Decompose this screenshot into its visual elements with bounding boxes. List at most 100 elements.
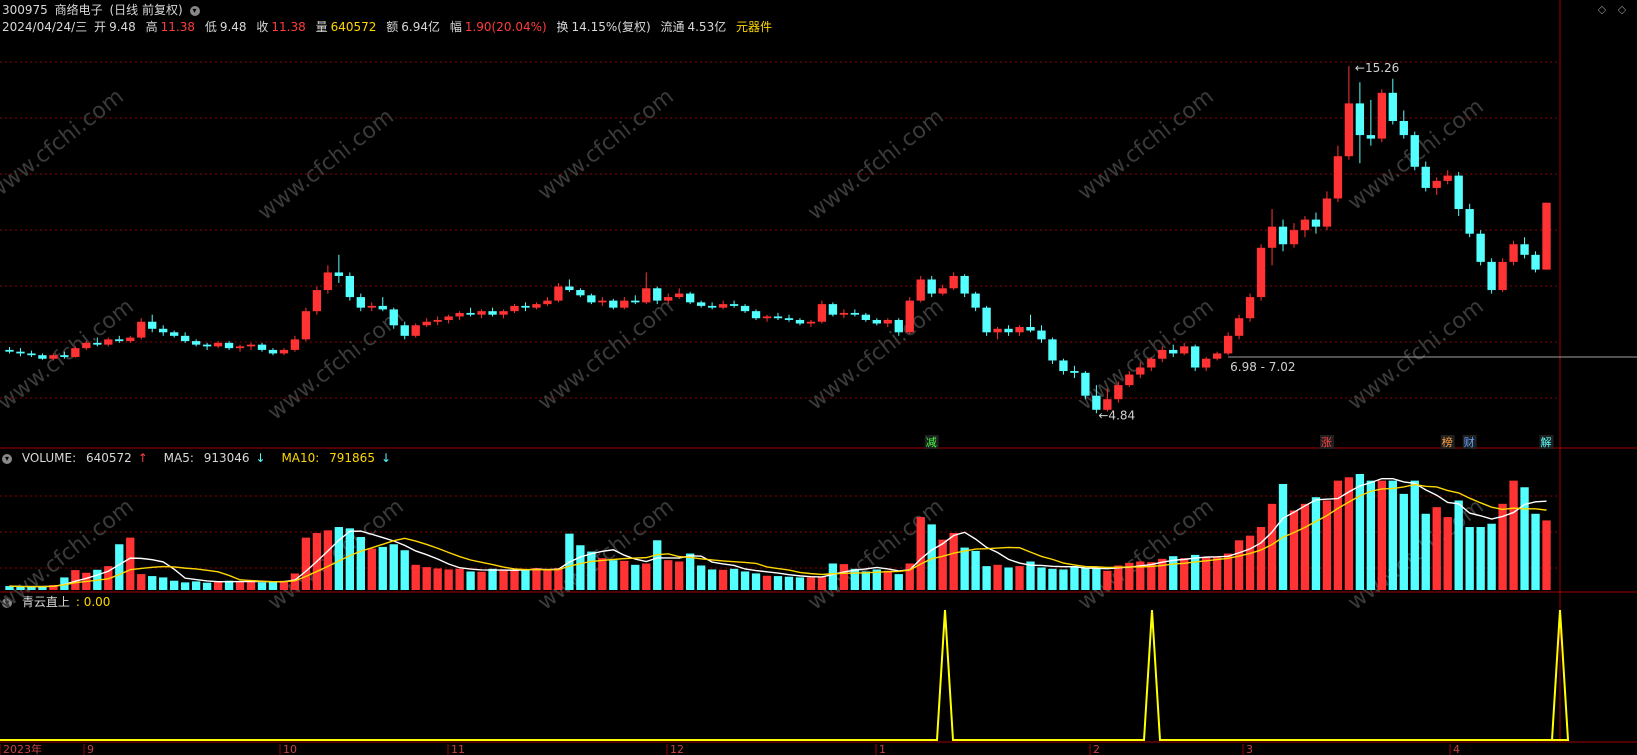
candle-body bbox=[620, 300, 629, 308]
volume-bar bbox=[1201, 557, 1211, 590]
volume-bar bbox=[1267, 503, 1277, 590]
chevron-down-icon[interactable]: ▾ bbox=[2, 597, 12, 608]
bar-date: 2024/04/24/三 bbox=[2, 20, 88, 34]
candle-body bbox=[1191, 346, 1200, 368]
time-tick-label: 1 bbox=[879, 743, 886, 755]
event-tag[interactable]: 减 bbox=[926, 436, 937, 449]
volume-value: 640572 bbox=[85, 451, 132, 465]
watermark-text: www.cfchi.com bbox=[803, 494, 948, 615]
indicator-line bbox=[0, 609, 1570, 741]
chevron-down-icon[interactable]: ▾ bbox=[189, 5, 200, 16]
candle-body bbox=[1322, 198, 1332, 227]
candle-body bbox=[268, 349, 278, 354]
volume-bar bbox=[1344, 477, 1354, 590]
volume-bar bbox=[400, 550, 409, 590]
time-tick-label: 9 bbox=[87, 743, 94, 755]
chart-mode[interactable]: (日线 前复权) bbox=[109, 3, 183, 17]
watermark-text: www.cfchi.com bbox=[803, 104, 948, 225]
volume-bar bbox=[762, 575, 772, 590]
volume-bar bbox=[1300, 503, 1310, 590]
candle-body bbox=[565, 286, 574, 291]
candle-body bbox=[38, 355, 47, 359]
event-tag[interactable]: 解 bbox=[1541, 435, 1552, 449]
candle-body bbox=[631, 300, 640, 303]
high-value: 11.38 bbox=[160, 20, 195, 34]
candle-body bbox=[532, 304, 541, 308]
candle-body bbox=[718, 304, 728, 308]
volume-bar bbox=[1355, 474, 1365, 590]
volume-bar bbox=[1333, 480, 1343, 590]
candle-body bbox=[949, 275, 958, 289]
candle-body bbox=[1256, 247, 1266, 298]
sector-tag[interactable]: 元器件 bbox=[736, 20, 773, 34]
high-label: 高 bbox=[145, 20, 158, 34]
candle-body bbox=[115, 339, 124, 342]
quote-info-bar: 300975 商络电子 (日线 前复权) ▾ 2024/04/24/三 开 9.4… bbox=[2, 2, 775, 36]
volume-bar bbox=[1443, 517, 1452, 590]
ma5-label: MA5: bbox=[163, 451, 194, 465]
volume-bar bbox=[1015, 566, 1024, 590]
low-value: 9.48 bbox=[219, 20, 247, 34]
candle-body bbox=[334, 272, 344, 276]
candle-body bbox=[389, 309, 398, 326]
chevron-down-icon[interactable]: ▾ bbox=[2, 453, 12, 464]
volume-bar bbox=[1158, 558, 1167, 590]
volume-bar bbox=[532, 568, 541, 590]
candle-body bbox=[1487, 261, 1496, 291]
indicator-header: ▾ 青云直上: 0.00 bbox=[2, 595, 116, 609]
diamond-icon[interactable]: ◇ bbox=[1597, 3, 1607, 16]
volume-bar bbox=[268, 582, 278, 590]
volume-bar bbox=[1322, 500, 1332, 590]
candle-body bbox=[521, 305, 530, 308]
candle-body bbox=[191, 341, 201, 345]
candle-body bbox=[1026, 327, 1035, 331]
event-tag[interactable]: 榜 bbox=[1442, 435, 1453, 449]
candle-body bbox=[433, 319, 442, 322]
volume-bar bbox=[675, 561, 684, 590]
event-tag[interactable]: 财 bbox=[1464, 435, 1475, 449]
volume-bar bbox=[71, 570, 80, 590]
volume-bar bbox=[422, 567, 431, 590]
volume-bar bbox=[905, 563, 914, 590]
volume-bar bbox=[993, 564, 1002, 590]
volume-bar bbox=[1180, 558, 1189, 590]
candle-body bbox=[257, 344, 267, 350]
candle-body bbox=[126, 337, 135, 342]
candle-body bbox=[93, 342, 102, 345]
candle-body bbox=[707, 305, 717, 308]
change-value: 1.90(20.04%) bbox=[464, 20, 547, 34]
candle-body bbox=[82, 342, 91, 349]
candle-body bbox=[356, 297, 365, 308]
volume-bar bbox=[488, 568, 497, 590]
candle-body bbox=[499, 311, 508, 315]
candle-body bbox=[696, 302, 706, 306]
volume-bar bbox=[1531, 513, 1540, 590]
candle-body bbox=[653, 288, 662, 301]
candle-body bbox=[927, 279, 936, 294]
volume-bar bbox=[1212, 557, 1222, 590]
volume-bar bbox=[817, 577, 827, 590]
volume-bar bbox=[1136, 561, 1145, 590]
diamond-icon-2[interactable]: ◇ bbox=[1617, 3, 1627, 16]
time-tick-label: 11 bbox=[451, 743, 465, 755]
volume-bar bbox=[576, 545, 585, 590]
volume-bar bbox=[115, 544, 124, 590]
candle-body bbox=[1234, 318, 1244, 336]
candle-body bbox=[1147, 358, 1156, 368]
candle-body bbox=[960, 275, 969, 294]
candle-body bbox=[740, 305, 750, 312]
candle-body bbox=[1355, 103, 1365, 136]
candle-body bbox=[104, 339, 113, 345]
volume-bar bbox=[1388, 480, 1397, 590]
volume-bar bbox=[356, 536, 365, 590]
volume-bar bbox=[729, 568, 739, 590]
volume-bar bbox=[246, 581, 256, 590]
volume-bar bbox=[137, 574, 146, 590]
volume-bar bbox=[696, 565, 706, 590]
candle-body bbox=[367, 305, 376, 308]
indicator-label: 青云直上 bbox=[21, 595, 70, 609]
event-tag[interactable]: 涨 bbox=[1321, 436, 1332, 449]
volume-bar bbox=[1256, 527, 1266, 590]
candle-body bbox=[213, 342, 223, 347]
